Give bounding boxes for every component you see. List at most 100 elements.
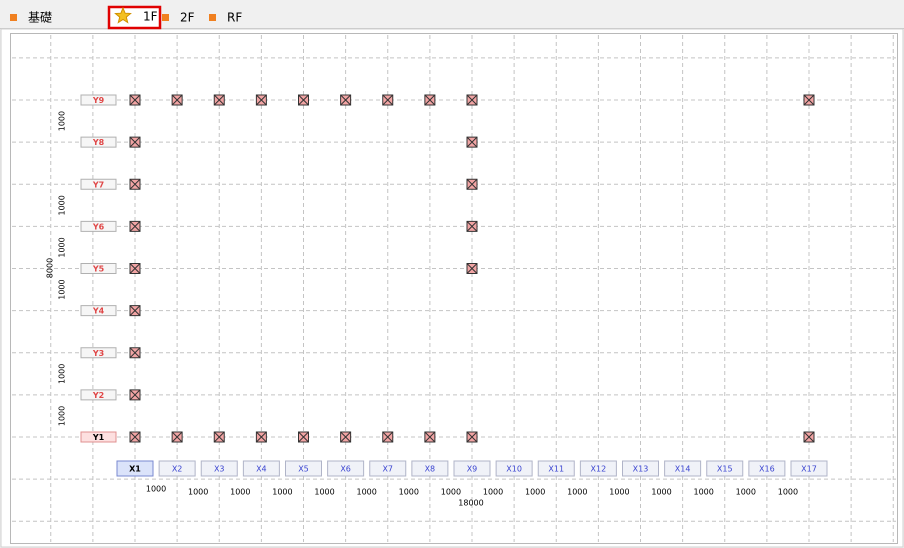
column-cross [803, 431, 815, 443]
x-axis-tag[interactable] [116, 460, 154, 477]
star-icon [114, 6, 132, 24]
x-axis-label[interactable]: X11 [548, 465, 564, 474]
tab-label[interactable]: 1F [143, 10, 158, 24]
y-axis-label[interactable]: Y9 [92, 96, 105, 105]
x-axis-label[interactable]: X3 [214, 465, 225, 474]
column-cross [298, 94, 309, 106]
column-cross [129, 221, 141, 232]
x-axis-label[interactable]: X17 [801, 465, 817, 474]
x-axis-tag[interactable] [200, 460, 238, 477]
x-dimension: 1000 [483, 488, 503, 497]
y-axis-label[interactable]: Y8 [92, 138, 105, 147]
tab-label[interactable]: 基礎 [28, 11, 52, 25]
x-axis-label[interactable]: X10 [506, 465, 522, 474]
column-cross [129, 305, 141, 316]
column-cross [129, 431, 141, 443]
y-dimension: 1000 [58, 364, 67, 384]
y-axis-tag[interactable] [80, 220, 117, 232]
y-dimension-total: 8000 [46, 258, 55, 278]
y-dimension: 1000 [58, 111, 67, 131]
column-cross [256, 94, 267, 106]
y-axis-tag[interactable] [80, 389, 117, 401]
x-axis-label[interactable]: X14 [675, 465, 691, 474]
column-cross [129, 94, 141, 106]
y-axis-tag[interactable] [80, 431, 117, 443]
x-axis-label[interactable]: X8 [425, 465, 436, 474]
x-axis-tag[interactable] [285, 460, 322, 477]
x-axis-tag[interactable] [327, 460, 365, 477]
x-dimension: 1000 [314, 488, 334, 497]
x-axis-tag[interactable] [453, 460, 491, 477]
x-axis-label[interactable]: X5 [298, 465, 309, 474]
y-axis-label[interactable]: Y3 [92, 349, 104, 358]
column-cross [803, 94, 815, 106]
column-cross [424, 94, 436, 106]
tab-label[interactable]: 2F [180, 11, 195, 25]
x-dimension: 1000 [694, 488, 714, 497]
y-axis-label[interactable]: Y6 [92, 222, 105, 231]
column-cross [213, 431, 225, 443]
x-axis-label[interactable]: X15 [717, 465, 733, 474]
x-axis-tag[interactable] [242, 460, 280, 477]
x-axis-label[interactable]: X7 [382, 465, 393, 474]
x-axis-label[interactable]: X9 [467, 465, 478, 474]
x-axis-tag[interactable] [369, 460, 407, 477]
tab-highlight [107, 5, 162, 30]
x-dimension: 1000 [399, 488, 419, 497]
column-cross [129, 263, 141, 274]
x-dimension: 1000 [778, 488, 798, 497]
y-axis-tag[interactable] [80, 94, 117, 106]
x-axis-tag[interactable] [664, 460, 702, 477]
x-axis-tag[interactable] [411, 460, 449, 477]
x-axis-label[interactable]: X16 [759, 465, 775, 474]
x-dimension: 1000 [188, 488, 208, 497]
tab-icon [209, 14, 216, 21]
x-axis-tag[interactable] [495, 460, 533, 477]
x-dimension: 1000 [567, 488, 587, 497]
x-axis-tag[interactable] [537, 460, 575, 477]
x-axis-tag[interactable] [579, 460, 617, 477]
y-axis-label[interactable]: Y7 [92, 180, 104, 189]
y-axis-label[interactable]: Y2 [92, 391, 104, 400]
y-dimension: 1000 [58, 279, 67, 299]
y-axis-label[interactable]: Y4 [92, 307, 105, 316]
column-cross [466, 136, 478, 148]
y-dimension: 1000 [58, 237, 67, 257]
y-axis-label[interactable]: Y1 [92, 433, 105, 442]
column-cross [129, 178, 141, 190]
y-axis-tag[interactable] [80, 347, 117, 359]
x-dimension: 1000 [441, 488, 461, 497]
x-axis-tag[interactable] [622, 460, 659, 477]
x-axis-tag[interactable] [790, 460, 828, 477]
x-axis-label[interactable]: X1 [129, 465, 141, 474]
x-axis-tag[interactable] [706, 460, 744, 477]
column-cross [129, 136, 141, 148]
x-dimension: 1000 [525, 488, 545, 497]
x-axis-tag[interactable] [748, 460, 786, 477]
column-cross [129, 347, 141, 359]
x-axis-label[interactable]: X13 [633, 465, 649, 474]
y-axis-tag[interactable] [80, 136, 117, 148]
x-axis-label[interactable]: X4 [256, 465, 267, 474]
tab-label[interactable]: RF [227, 11, 242, 25]
column-cross [466, 94, 478, 106]
x-axis-label[interactable]: X6 [340, 465, 351, 474]
y-axis-tag[interactable] [80, 178, 117, 190]
x-axis-label[interactable]: X12 [591, 465, 607, 474]
x-axis-tag[interactable] [158, 460, 196, 477]
column-cross [340, 94, 351, 106]
column-cross [171, 431, 183, 443]
y-axis-tag[interactable] [80, 305, 117, 317]
tab-icon [162, 14, 169, 21]
y-axis-label[interactable]: Y5 [92, 265, 105, 274]
y-axis-tag[interactable] [80, 263, 117, 274]
y-dimension: 1000 [58, 406, 67, 426]
column-cross [171, 94, 183, 106]
column-cross [466, 431, 478, 443]
x-dimension-total: 18000 [458, 499, 483, 508]
x-dimension: 1000 [651, 488, 671, 497]
x-dimension: 1000 [357, 488, 377, 497]
x-axis-label[interactable]: X2 [172, 465, 183, 474]
